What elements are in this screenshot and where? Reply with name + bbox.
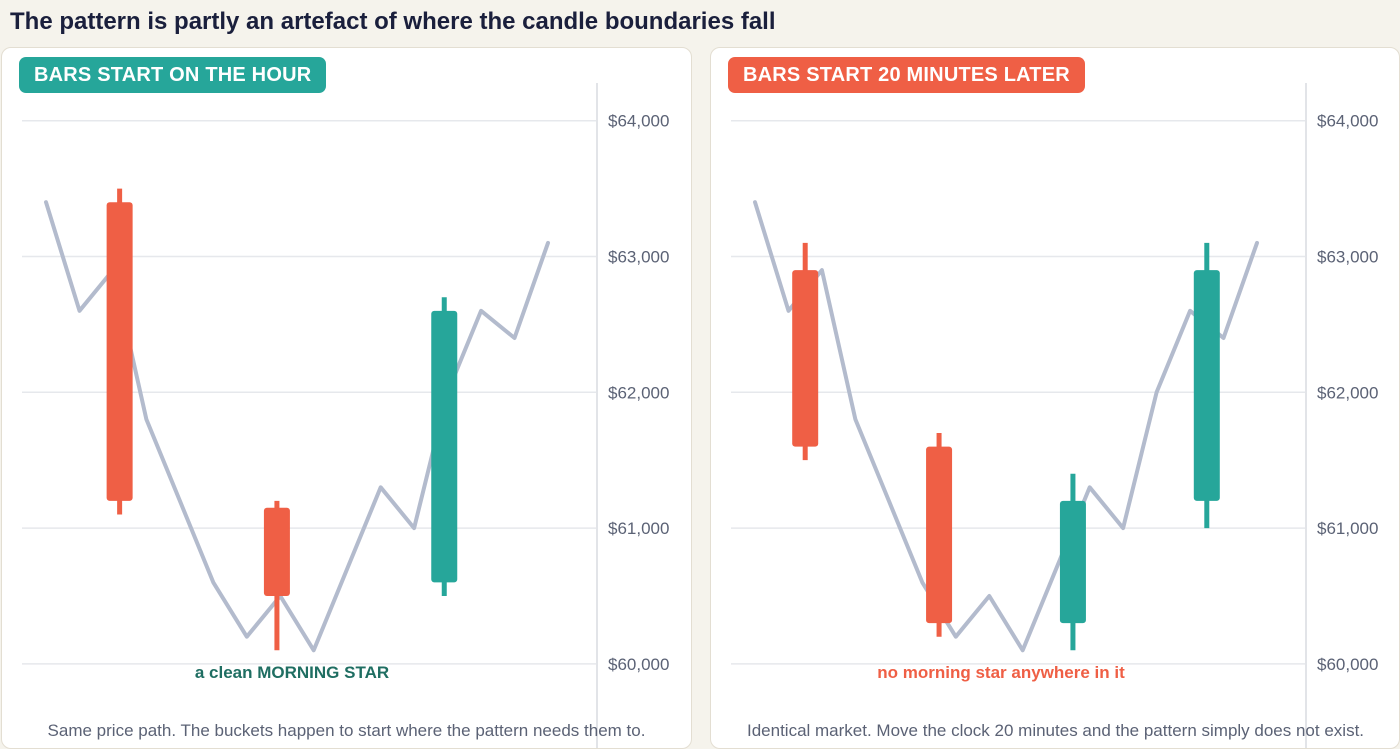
y-tick-label: $63,000 — [1317, 248, 1378, 267]
candle-bearish — [106, 188, 133, 515]
chart-footer-note: Identical market. Move the clock 20 minu… — [746, 721, 1365, 740]
chart-caption: a clean MORNING STAR — [194, 663, 390, 682]
chart-footer-note: Same price path. The buckets happen to s… — [47, 721, 646, 740]
chart-caption: no morning star anywhere in it — [877, 663, 1125, 682]
page-title: The pattern is partly an artefact of whe… — [10, 8, 776, 35]
candle-bullish — [1193, 242, 1220, 529]
y-tick-label: $64,000 — [1317, 112, 1378, 131]
chart-badge: BARS START 20 MINUTES LATER — [728, 57, 1085, 93]
y-tick-label: $63,000 — [608, 248, 669, 267]
candle-body — [1059, 500, 1086, 624]
candle-bullish — [1059, 473, 1086, 651]
candle-body — [1193, 270, 1220, 501]
candle-bearish — [792, 242, 819, 461]
chart-panel-shifted: $60,000 $61,000 $62,000 $63,000 $64,000 BARS… — [710, 47, 1400, 749]
y-tick-label: $60,000 — [608, 655, 669, 674]
y-tick-label: $60,000 — [1317, 655, 1378, 674]
y-tick-label: $61,000 — [608, 519, 669, 538]
candlestick-chart-shifted: $60,000 $61,000 $62,000 $63,000 $64,000 — [731, 83, 1378, 748]
candle-bearish — [926, 433, 953, 637]
y-tick-label: $64,000 — [608, 112, 669, 131]
candle-bearish — [263, 500, 290, 651]
price-path-line — [753, 200, 1259, 653]
y-tick-label: $62,000 — [1317, 383, 1378, 402]
candle-body — [263, 507, 290, 596]
candle-body — [431, 310, 458, 583]
chart-panel-on-the-hour: $60,000 $61,000 $62,000 $63,000 $64,000 BARS… — [1, 47, 692, 749]
candle-bullish — [431, 297, 458, 596]
candlestick-chart-on-the-hour: $60,000 $61,000 $62,000 $63,000 $64,000 — [22, 83, 669, 748]
candle-body — [926, 446, 953, 624]
y-tick-label: $61,000 — [1317, 519, 1378, 538]
candle-body — [792, 270, 819, 447]
y-tick-label: $62,000 — [608, 383, 669, 402]
candle-body — [106, 202, 133, 501]
chart-badge: BARS START ON THE HOUR — [19, 57, 327, 93]
